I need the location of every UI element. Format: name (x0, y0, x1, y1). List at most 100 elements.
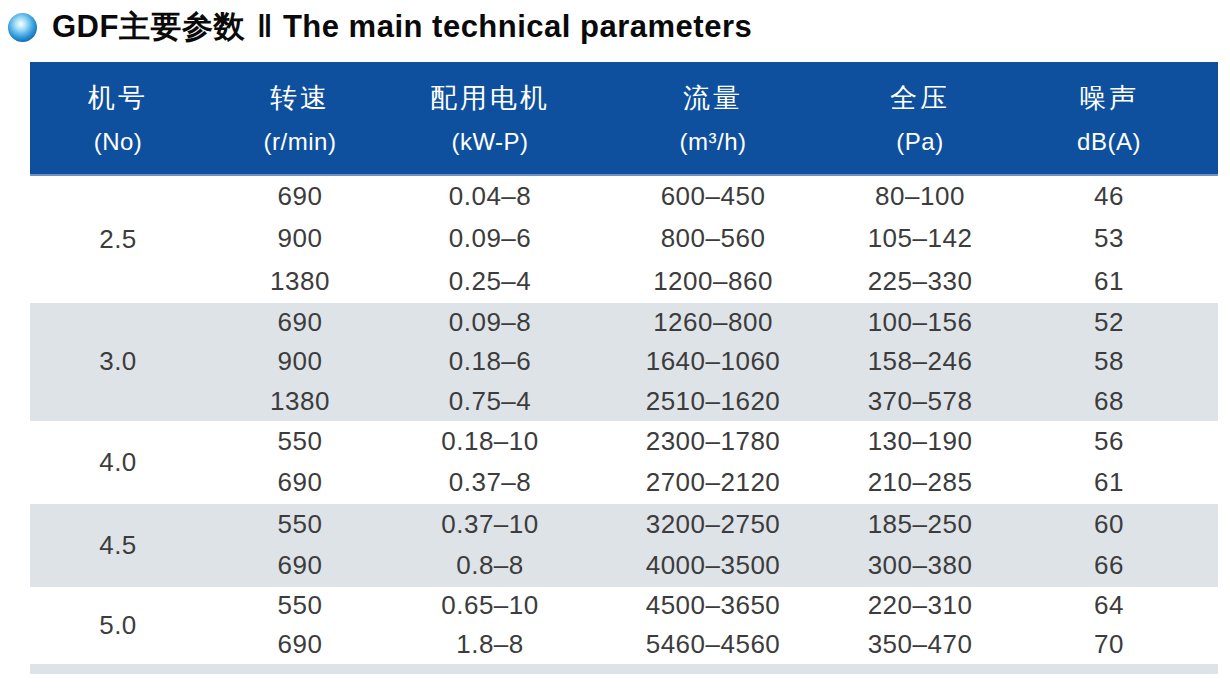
cell-noise: 70 (1000, 625, 1218, 664)
cell-speed: 690 (206, 462, 394, 504)
cell-noise: 66 (1000, 545, 1218, 587)
cell-airflow: 5460–4560 (586, 625, 840, 664)
table-header: 机号 (No)转速 (r/min)配用电机 (kW-P)流量 (m³/h)全压 (Pa)噪… (30, 62, 1218, 175)
cell-noise: 64 (1000, 587, 1218, 626)
column-unit: (No) (30, 128, 206, 156)
table-row: 2.56900.04–8600–45080–10046 (30, 175, 1218, 218)
cell-speed: 690 (206, 175, 394, 218)
cell-noise: 46 (1000, 175, 1218, 218)
cell-motor: 0.18–10 (394, 421, 586, 463)
cell-airflow: 800–560 (586, 218, 840, 261)
cell-pressure: 300–380 (840, 545, 1000, 587)
cell-motor: 0.09–6 (394, 218, 586, 261)
column-name: 全压 (840, 80, 1000, 116)
cell-noise: 58 (1000, 342, 1218, 381)
table-body: 2.56900.04–8600–45080–100469000.09–6800–… (30, 175, 1218, 664)
parameters-table: 机号 (No)转速 (r/min)配用电机 (kW-P)流量 (m³/h)全压 (Pa)噪… (30, 62, 1218, 664)
cell-noise: 61 (1000, 260, 1218, 303)
table-row: 6900.8–84000–3500300–38066 (30, 545, 1218, 587)
table-row: 9000.18–61640–1060158–24658 (30, 342, 1218, 381)
cell-motor: 0.18–6 (394, 342, 586, 381)
column-unit: (kW-P) (394, 128, 586, 156)
cell-airflow: 2300–1780 (586, 421, 840, 463)
cell-pressure: 105–142 (840, 218, 1000, 261)
cell-pressure: 220–310 (840, 587, 1000, 626)
title-separator: ‖ (257, 9, 273, 44)
cell-pressure: 225–330 (840, 260, 1000, 303)
column-name: 噪声 (1000, 80, 1218, 116)
cell-speed: 900 (206, 342, 394, 381)
cell-motor: 0.37–10 (394, 504, 586, 546)
cell-speed: 1380 (206, 381, 394, 420)
column-header-airflow: 流量 (m³/h) (586, 62, 840, 175)
page-title-zh: GDF主要参数 (52, 9, 245, 44)
column-header-model-no: 机号 (No) (30, 62, 206, 175)
cell-pressure: 130–190 (840, 421, 1000, 463)
cell-airflow: 600–450 (586, 175, 840, 218)
column-name: 转速 (206, 80, 394, 116)
table-row: 13800.75–42510–1620370–57868 (30, 381, 1218, 420)
column-name: 流量 (586, 80, 840, 116)
page-title: GDF主要参数 ‖ The main technical parameters (52, 6, 752, 48)
page-title-en: The main technical parameters (283, 9, 752, 44)
catalog-page: GDF主要参数 ‖ The main technical parameters 机号… (0, 0, 1230, 692)
cell-airflow: 4000–3500 (586, 545, 840, 587)
cell-speed: 1380 (206, 260, 394, 303)
model-cell: 2.5 (30, 175, 206, 303)
cell-motor: 0.09–8 (394, 303, 586, 342)
table-row: 13800.25–41200–860225–33061 (30, 260, 1218, 303)
table-row: 6901.8–85460–4560350–47070 (30, 625, 1218, 664)
cell-pressure: 350–470 (840, 625, 1000, 664)
cell-motor: 1.8–8 (394, 625, 586, 664)
model-cell: 3.0 (30, 303, 206, 421)
table-row: 5.05500.65–104500–3650220–31064 (30, 587, 1218, 626)
table-row: 6900.37–82700–2120210–28561 (30, 462, 1218, 504)
cell-pressure: 80–100 (840, 175, 1000, 218)
column-name: 机号 (30, 80, 206, 116)
cell-airflow: 3200–2750 (586, 504, 840, 546)
cell-noise: 68 (1000, 381, 1218, 420)
cell-motor: 0.75–4 (394, 381, 586, 420)
cell-noise: 60 (1000, 504, 1218, 546)
column-unit: (Pa) (840, 128, 1000, 156)
table-row: 3.06900.09–81260–800100–15652 (30, 303, 1218, 342)
column-header-noise: 噪声 dB(A) (1000, 62, 1218, 175)
section-title-row: GDF主要参数 ‖ The main technical parameters (8, 6, 752, 48)
cell-motor: 0.25–4 (394, 260, 586, 303)
cell-airflow: 1260–800 (586, 303, 840, 342)
cell-speed: 690 (206, 545, 394, 587)
cell-noise: 56 (1000, 421, 1218, 463)
cell-speed: 550 (206, 587, 394, 626)
parameters-table-wrap: 机号 (No)转速 (r/min)配用电机 (kW-P)流量 (m³/h)全压 (Pa)噪… (30, 62, 1218, 674)
next-group-partial-row (30, 664, 1218, 674)
cell-airflow: 4500–3650 (586, 587, 840, 626)
cell-airflow: 2510–1620 (586, 381, 840, 420)
cell-pressure: 185–250 (840, 504, 1000, 546)
column-header-pressure: 全压 (Pa) (840, 62, 1000, 175)
cell-noise: 61 (1000, 462, 1218, 504)
model-cell: 5.0 (30, 587, 206, 664)
cell-pressure: 210–285 (840, 462, 1000, 504)
cell-speed: 690 (206, 303, 394, 342)
cell-speed: 900 (206, 218, 394, 261)
column-header-speed: 转速 (r/min) (206, 62, 394, 175)
cell-motor: 0.37–8 (394, 462, 586, 504)
cell-pressure: 370–578 (840, 381, 1000, 420)
cell-motor: 0.65–10 (394, 587, 586, 626)
cell-motor: 0.8–8 (394, 545, 586, 587)
column-name: 配用电机 (394, 80, 586, 116)
column-unit: (r/min) (206, 128, 394, 156)
bullet-icon (8, 13, 37, 42)
model-cell: 4.0 (30, 421, 206, 504)
column-unit: dB(A) (1000, 128, 1218, 156)
cell-noise: 52 (1000, 303, 1218, 342)
column-unit: (m³/h) (586, 128, 840, 156)
cell-motor: 0.04–8 (394, 175, 586, 218)
cell-speed: 550 (206, 504, 394, 546)
column-header-motor: 配用电机 (kW-P) (394, 62, 586, 175)
cell-pressure: 158–246 (840, 342, 1000, 381)
cell-airflow: 1200–860 (586, 260, 840, 303)
cell-speed: 550 (206, 421, 394, 463)
cell-airflow: 1640–1060 (586, 342, 840, 381)
cell-pressure: 100–156 (840, 303, 1000, 342)
